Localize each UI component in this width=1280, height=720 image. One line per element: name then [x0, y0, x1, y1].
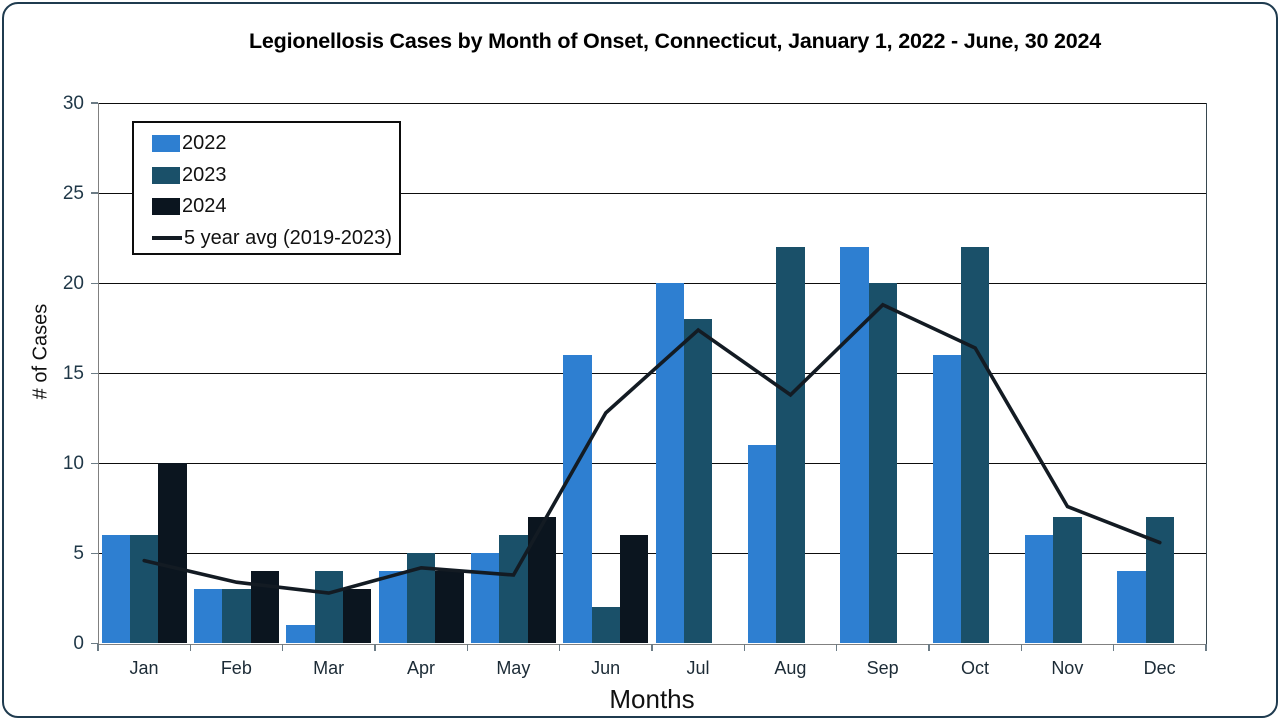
x-tick-label-feb: Feb — [220, 657, 252, 678]
x-tick-11 — [1113, 643, 1115, 651]
chart-title: Legionellosis Cases by Month of Onset, C… — [248, 29, 1102, 53]
y-axis-title: # of Cases — [29, 303, 52, 400]
x-tick-label-sep: Sep — [866, 657, 899, 678]
y-tick-label: 0 — [73, 633, 84, 654]
y-gridline-20 — [98, 283, 1206, 285]
legend-label: 2024 — [182, 195, 227, 218]
bar-2022-jan — [101, 535, 130, 644]
bar-2023-oct — [960, 247, 990, 644]
y-tick-label: 30 — [62, 92, 84, 114]
legend-swatch-2024 — [152, 198, 180, 216]
legend-label: 2022 — [182, 132, 227, 155]
legend-label: 5 year avg (2019-2023) — [184, 226, 392, 249]
y-tick-label: 5 — [73, 542, 84, 564]
x-axis-title: Months — [609, 684, 695, 714]
y-tick-20 — [91, 282, 98, 284]
bar-2023-apr — [406, 553, 436, 644]
y-tick-label: 10 — [62, 452, 84, 474]
bar-2024-apr — [435, 571, 464, 644]
y-gridline-30 — [98, 103, 1206, 104]
x-tick-label-apr: Apr — [406, 657, 435, 678]
bar-2023-jun — [591, 607, 621, 644]
y-tick-15 — [91, 372, 98, 374]
x-tick-4 — [466, 643, 469, 651]
x-tick-label-jul: Jul — [686, 657, 710, 678]
bar-2024-jun — [620, 535, 649, 644]
legend: 2022 2023 2024 5 year avg (2019-2023) — [132, 121, 401, 255]
legend-swatch-2023 — [152, 166, 180, 184]
bar-2022-sep — [840, 247, 869, 644]
x-tick-12 — [1205, 643, 1207, 651]
bar-2023-mar — [314, 571, 344, 644]
y-tick-5 — [91, 552, 98, 555]
x-tick-label-aug: Aug — [774, 657, 807, 678]
x-tick-0 — [97, 643, 99, 651]
x-tick-10 — [1020, 643, 1023, 651]
x-tick-7 — [743, 643, 746, 651]
bar-2023-jan — [129, 535, 159, 644]
y-tick-0 — [91, 642, 98, 645]
y-tick-label: 25 — [62, 182, 84, 204]
bar-2023-nov — [1053, 517, 1082, 644]
y-gridline-10 — [98, 463, 1206, 465]
x-tick-label-jan: Jan — [129, 657, 159, 678]
x-tick-label-jun: Jun — [591, 657, 621, 678]
bar-2022-jun — [563, 355, 592, 644]
y-gridline-15 — [98, 373, 1206, 375]
bar-2024-mar — [343, 589, 372, 644]
legend-item-avg-line: 5 year avg (2019-2023) — [152, 223, 399, 255]
bar-2024-may — [527, 517, 557, 644]
legend-item-2024: 2024 — [152, 191, 399, 223]
bar-2023-sep — [868, 283, 898, 644]
y-tick-label: 20 — [62, 272, 84, 294]
bar-2022-feb — [193, 589, 223, 644]
plot-right-border — [1206, 103, 1208, 650]
x-tick-2 — [282, 643, 284, 651]
legend-line-swatch — [152, 236, 182, 241]
bar-2023-dec — [1145, 517, 1175, 644]
y-tick-10 — [91, 462, 98, 465]
avg-line — [142, 302, 1162, 595]
x-tick-8 — [836, 643, 838, 651]
bar-2023-may — [499, 535, 528, 644]
y-tick-label: 15 — [62, 362, 84, 384]
bar-2022-mar — [286, 625, 315, 644]
y-gridline-25 — [98, 193, 1206, 195]
x-tick-9 — [928, 643, 930, 651]
x-tick-label-may: May — [496, 657, 531, 678]
bar-2022-nov — [1024, 535, 1054, 644]
x-tick-label-mar: Mar — [313, 657, 345, 678]
bar-2022-dec — [1117, 571, 1146, 644]
bar-2024-jan — [158, 463, 187, 644]
legend-item-2023: 2023 — [152, 160, 399, 192]
bar-2022-aug — [747, 445, 777, 644]
bar-2023-aug — [776, 247, 805, 644]
y-axis-line — [98, 103, 100, 644]
x-tick-label-dec: Dec — [1143, 657, 1176, 678]
x-tick-3 — [374, 643, 376, 651]
legend-label: 2023 — [182, 163, 227, 186]
x-tick-6 — [651, 643, 653, 651]
x-tick-5 — [559, 643, 561, 651]
bar-2022-may — [470, 553, 500, 644]
y-tick-30 — [91, 102, 98, 104]
x-tick-label-oct: Oct — [960, 657, 989, 678]
bar-2023-jul — [683, 319, 713, 644]
legend-swatch-2022 — [152, 135, 180, 153]
bar-2022-jul — [655, 283, 684, 644]
bar-2022-oct — [932, 355, 961, 644]
bar-2024-feb — [250, 571, 280, 644]
x-tick-1 — [189, 643, 192, 651]
bar-2023-feb — [222, 589, 251, 644]
legend-item-2022: 2022 — [152, 128, 399, 160]
x-tick-label-nov: Nov — [1051, 657, 1084, 678]
y-tick-25 — [91, 192, 98, 194]
bar-2022-apr — [378, 571, 407, 644]
